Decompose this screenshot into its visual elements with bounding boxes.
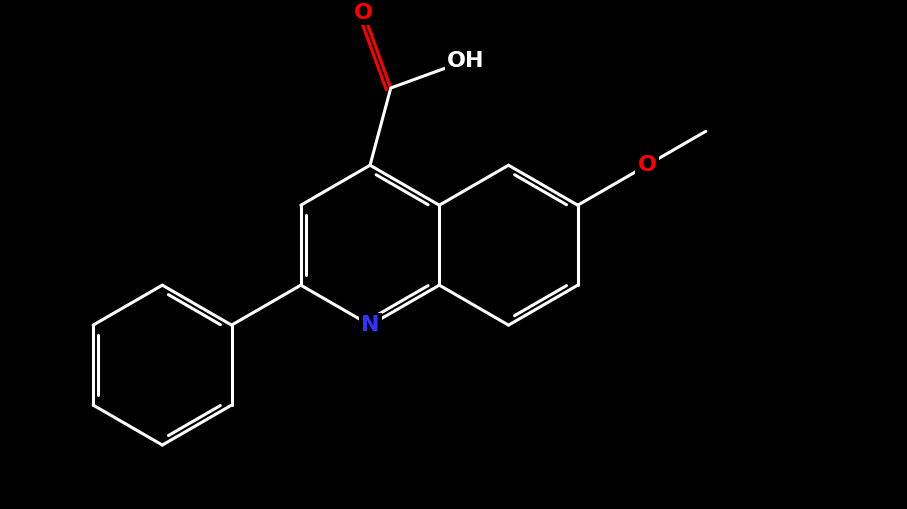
Text: N: N xyxy=(361,315,379,335)
Text: O: O xyxy=(638,155,657,175)
Text: OH: OH xyxy=(447,51,484,71)
Text: O: O xyxy=(354,3,373,23)
